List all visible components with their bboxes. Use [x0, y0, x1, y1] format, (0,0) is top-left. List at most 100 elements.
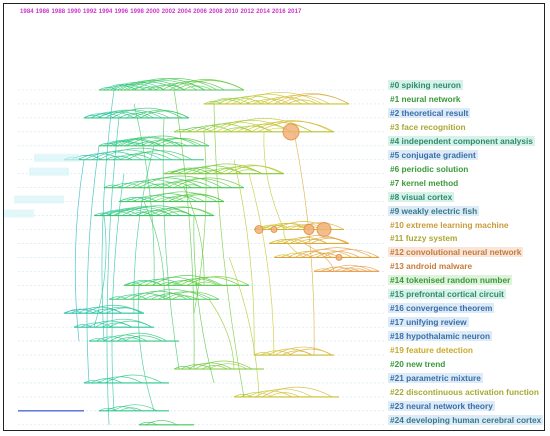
citation-arc — [145, 420, 178, 426]
citation-arc — [173, 366, 193, 370]
cluster-label: #24 developing human cerebral cortex — [388, 414, 544, 425]
citation-arc — [201, 365, 228, 370]
cluster-label: #23 neural network theory — [388, 400, 495, 411]
citation-arc — [233, 394, 253, 398]
year-tick-label: 2016 — [272, 9, 286, 15]
cluster-label: #9 weakly electric fish — [388, 205, 480, 216]
citation-arc — [64, 308, 95, 314]
year-tick-label: 1998 — [130, 9, 144, 15]
citation-arc — [101, 322, 133, 328]
citation-arc — [130, 86, 153, 91]
cluster-link-curve — [143, 201, 165, 300]
year-tick-label: 1986 — [35, 9, 50, 15]
citation-arc — [138, 421, 158, 426]
year-tick-label: 1984 — [20, 9, 34, 15]
citation-arc — [90, 378, 123, 384]
citation-arc — [144, 276, 203, 286]
citation-arc — [180, 364, 213, 370]
cluster-label: #4 independent component analysis — [388, 135, 535, 146]
year-tick-label: 1990 — [67, 9, 81, 15]
cluster-label: #21 parametric mixture — [388, 372, 483, 383]
citation-arc — [250, 120, 333, 133]
cluster-link-curve — [228, 257, 260, 397]
cluster-link-curve — [106, 117, 120, 425]
citation-arc — [133, 141, 163, 147]
citation-arc — [287, 99, 318, 105]
cluster-link-curve — [101, 89, 115, 342]
cluster-label: #2 theoretical result — [388, 107, 471, 118]
citation-arc — [327, 264, 373, 272]
citation-arc — [174, 194, 225, 202]
citation-arc — [129, 290, 188, 300]
cluster-link-curve — [111, 173, 125, 411]
citation-arc — [168, 167, 211, 175]
citation-arc — [180, 184, 203, 188]
faded-cluster-mark — [14, 195, 64, 204]
cluster-link-curve — [193, 131, 207, 314]
citation-arc — [105, 141, 138, 147]
citation-arc — [280, 252, 313, 258]
cluster-link-curve — [173, 89, 195, 370]
year-tick-label: 2010 — [224, 9, 239, 15]
citation-arc — [254, 388, 313, 398]
citation-arc — [157, 291, 213, 300]
citation-arc — [146, 191, 218, 202]
faded-cluster-mark — [4, 209, 34, 218]
citation-arc — [84, 151, 143, 161]
cluster-label: #8 visual cortex — [388, 191, 455, 202]
cluster-label: #19 feature detection — [388, 345, 475, 356]
citation-arc — [125, 196, 158, 202]
cluster-label: #10 extreme learning machine — [388, 219, 511, 230]
citation-arc — [133, 78, 218, 91]
citation-arc — [273, 254, 293, 258]
citation-arc — [108, 320, 153, 328]
citation-arc — [173, 128, 193, 133]
citation-arc — [139, 110, 190, 119]
cluster-link-curve — [283, 229, 305, 258]
cluster-label: #3 face recognition — [388, 121, 468, 132]
citation-arc — [288, 348, 333, 356]
year-tick-label: 2006 — [193, 9, 207, 15]
citation-arc — [145, 183, 173, 188]
citation-arc — [111, 107, 183, 119]
citation-arc — [91, 149, 163, 161]
cluster-label: #22 discontinuous activation function — [388, 386, 541, 397]
year-tick-label: 2008 — [209, 9, 223, 15]
cluster-label: #1 neural network — [388, 93, 463, 104]
citation-arc — [207, 97, 251, 105]
cluster-link-curve — [208, 299, 235, 370]
citation-arc — [194, 360, 253, 370]
highlighted-node — [270, 226, 278, 233]
citation-arc — [208, 363, 248, 370]
citation-arc — [98, 147, 183, 161]
citation-arc — [123, 142, 147, 147]
cluster-label: #13 android malware — [388, 261, 475, 272]
citation-arc — [281, 350, 313, 356]
citation-arc — [88, 338, 108, 342]
citation-arc — [124, 179, 183, 188]
citation-arc — [63, 310, 83, 314]
citation-arc — [161, 81, 225, 91]
year-axis: 1984 1986 1988 1990 1992 1994 1996 1998 2000 2002… — [20, 9, 304, 15]
citation-arc — [219, 164, 283, 175]
citation-arc — [95, 336, 128, 342]
citation-arc — [334, 267, 360, 272]
citation-arc — [301, 247, 373, 258]
cluster-label: #15 prefrontal cortical circuit — [388, 289, 506, 300]
cluster-label: #14 tokenised random number — [388, 275, 513, 286]
citation-arc — [151, 275, 223, 286]
citation-arc — [73, 324, 93, 328]
citation-arc — [126, 150, 193, 161]
citation-arc — [175, 80, 245, 91]
citation-arc — [118, 113, 150, 119]
timeline-frame: 1984 1986 1988 1990 1992 1994 1996 1998 2000 2002… — [3, 3, 545, 431]
citation-arc — [303, 237, 348, 244]
citation-arc — [193, 281, 218, 286]
year-tick-label: 2004 — [177, 9, 192, 15]
citation-arc — [109, 332, 168, 342]
citation-arc — [268, 240, 288, 244]
cluster-label: #20 new trend — [388, 359, 448, 369]
cocitation-timeline-view — [4, 78, 384, 426]
citation-arc — [115, 294, 148, 300]
cluster-link-curve — [193, 215, 215, 384]
